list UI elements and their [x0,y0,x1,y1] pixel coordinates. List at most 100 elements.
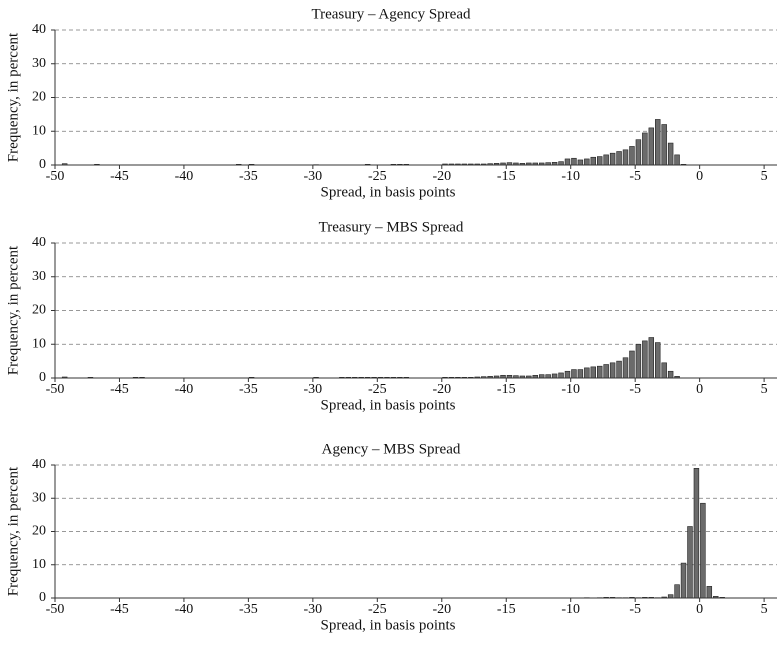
bar [629,146,635,166]
x-tick-label: -35 [239,382,258,397]
x-tick-label: -5 [629,602,641,617]
bar [674,154,680,166]
x-tick-label: -35 [239,602,258,617]
bar [687,526,693,599]
bar [667,370,674,379]
bar [661,124,667,166]
x-axis-label: Spread, in basis points [321,184,456,200]
x-tick-label: -15 [497,602,516,617]
x-tick-label: -35 [239,169,258,184]
x-tick-label: 5 [761,169,768,184]
y-axis-label: Frequency, in percent [5,466,21,596]
y-tick-label: 0 [39,590,46,605]
bar [616,360,622,379]
y-tick-label: 20 [32,90,46,105]
bar [571,369,577,379]
x-tick-label: -25 [368,382,387,397]
bar [661,362,667,379]
x-axis-label: Spread, in basis points [321,397,456,413]
bar [590,156,597,166]
chart-title: Agency – MBS Spread [322,441,461,457]
x-tick-label: -20 [432,382,451,397]
bar [635,139,642,166]
bar [609,362,616,379]
bar [564,158,571,166]
bar [596,365,603,379]
bar [571,157,577,166]
x-tick-label: -30 [304,382,323,397]
x-tick-label: 0 [696,602,703,617]
y-tick-label: 0 [39,157,46,172]
bar [538,374,545,379]
bar [629,350,635,379]
x-tick-label: -50 [46,602,65,617]
x-tick-label: 0 [696,382,703,397]
bar [590,366,597,379]
x-tick-label: -15 [497,382,516,397]
bar [551,373,558,379]
bar [603,364,609,379]
bar [642,340,648,379]
bar [558,372,564,379]
y-tick-label: 40 [32,235,46,250]
y-tick-label: 10 [32,557,46,572]
x-tick-label: -5 [629,169,641,184]
bar [584,158,590,166]
x-tick-label: -30 [304,169,323,184]
x-tick-label: -25 [368,602,387,617]
x-tick-label: -5 [629,382,641,397]
bar [603,154,609,166]
bar [674,584,680,599]
y-tick-label: 10 [32,336,46,351]
bar [648,337,655,379]
x-tick-label: -25 [368,169,387,184]
bar [700,502,706,599]
y-tick-label: 40 [32,22,46,37]
x-tick-label: 5 [761,602,768,617]
y-tick-label: 20 [32,303,46,318]
bar [680,562,687,599]
x-tick-label: -15 [497,169,516,184]
bar [545,374,551,379]
bar [706,586,713,599]
x-tick-label: -10 [561,382,580,397]
x-axis-label: Spread, in basis points [321,617,456,633]
bar [648,127,655,166]
y-tick-label: 0 [39,370,46,385]
bar [635,343,642,379]
y-tick-label: 30 [32,490,46,505]
x-tick-label: -50 [46,382,65,397]
x-tick-label: -30 [304,602,323,617]
bar [642,132,648,166]
bar [564,370,571,379]
bar [622,149,629,166]
bar [655,342,661,379]
bar [622,357,629,379]
x-tick-label: -20 [432,169,451,184]
bar [609,152,616,166]
y-axis-label: Frequency, in percent [5,32,21,162]
x-tick-label: -40 [175,169,194,184]
y-tick-label: 30 [32,56,46,71]
x-tick-label: 5 [761,382,768,397]
bar [577,159,584,166]
y-tick-label: 40 [32,457,46,472]
chart-title: Treasury – MBS Spread [319,219,464,235]
chart-title: Treasury – Agency Spread [311,6,471,22]
x-tick-label: -45 [110,382,129,397]
y-tick-label: 20 [32,524,46,539]
x-tick-label: -40 [175,602,194,617]
y-tick-label: 10 [32,123,46,138]
bar [577,369,584,379]
bar [655,119,661,166]
bar [558,161,564,166]
x-tick-label: -45 [110,602,129,617]
bar [596,156,603,166]
x-tick-label: -50 [46,169,65,184]
x-tick-label: -45 [110,169,129,184]
bar [667,142,674,166]
y-axis-label: Frequency, in percent [5,245,21,375]
x-tick-label: -10 [561,169,580,184]
